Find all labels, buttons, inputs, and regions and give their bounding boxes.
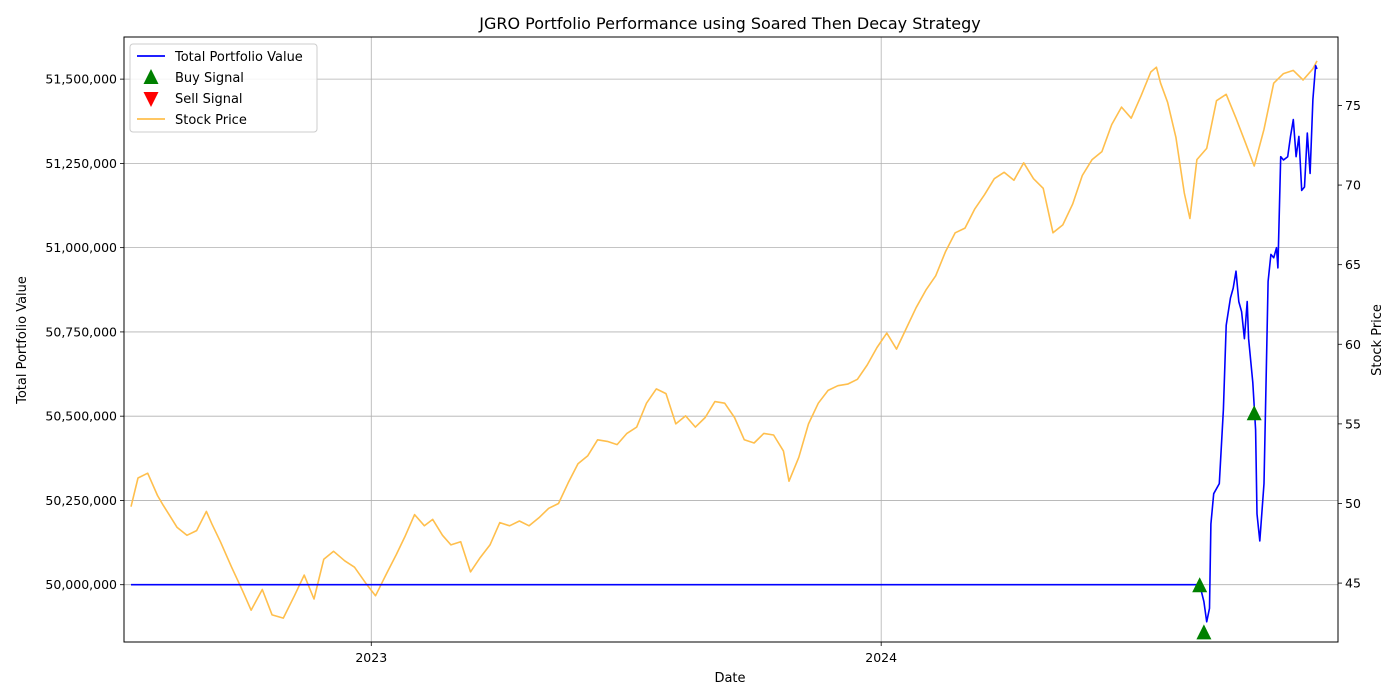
plot-frame — [123, 36, 1339, 643]
y-tick-label: 50,750,000 — [45, 324, 117, 339]
legend-sell-label: Sell Signal — [175, 92, 243, 107]
legend-frame — [129, 43, 318, 133]
buy-signal-marker — [1196, 624, 1212, 640]
x-axis-label: Date — [714, 671, 745, 686]
legend-buy-label: Buy Signal — [175, 71, 244, 86]
portfolio-value-line — [131, 64, 1318, 623]
y2-axis-label: Stock Price — [1370, 304, 1385, 376]
y-tick-label: 51,500,000 — [45, 72, 117, 87]
x-axis-ticks: 2023 2024 — [355, 642, 897, 665]
y2-tick-label: 60 — [1345, 337, 1361, 352]
stock-price-line — [130, 60, 1318, 619]
y-tick-label: 50,500,000 — [45, 409, 117, 424]
y-tick-label: 50,250,000 — [45, 493, 117, 508]
right-axis-ticks: 45 50 55 60 65 70 75 — [1338, 98, 1361, 591]
stock-price-series — [130, 60, 1318, 619]
legend-sell-swatch — [143, 92, 159, 107]
y-tick-label: 51,000,000 — [45, 240, 117, 255]
y2-tick-label: 45 — [1345, 576, 1361, 591]
y-tick-label: 50,000,000 — [45, 577, 117, 592]
y2-tick-label: 55 — [1345, 416, 1361, 431]
y-tick-label: 51,250,000 — [45, 156, 117, 171]
legend-buy-swatch — [143, 69, 159, 84]
legend: Total Portfolio Value Buy Signal Sell Si… — [129, 43, 318, 133]
buy-signal-marker — [1192, 577, 1208, 593]
legend-price-label: Stock Price — [175, 113, 247, 128]
left-axis-ticks: 50,000,000 50,250,000 50,500,000 50,750,000… — [45, 72, 124, 592]
y2-tick-label: 50 — [1345, 496, 1361, 511]
portfolio-series — [131, 64, 1318, 623]
x-tick-label: 2023 — [355, 650, 387, 665]
signal-markers — [1192, 405, 1262, 640]
y2-tick-label: 70 — [1345, 178, 1361, 193]
buy-signal-marker — [1246, 405, 1262, 421]
y-axis-label: Total Portfolio Value — [15, 276, 30, 405]
y2-tick-label: 75 — [1345, 98, 1361, 113]
legend-portfolio-label: Total Portfolio Value — [174, 50, 303, 65]
chart-title: JGRO Portfolio Performance using Soared … — [478, 14, 981, 33]
x-tick-label: 2024 — [865, 650, 897, 665]
y2-tick-label: 65 — [1345, 257, 1361, 272]
